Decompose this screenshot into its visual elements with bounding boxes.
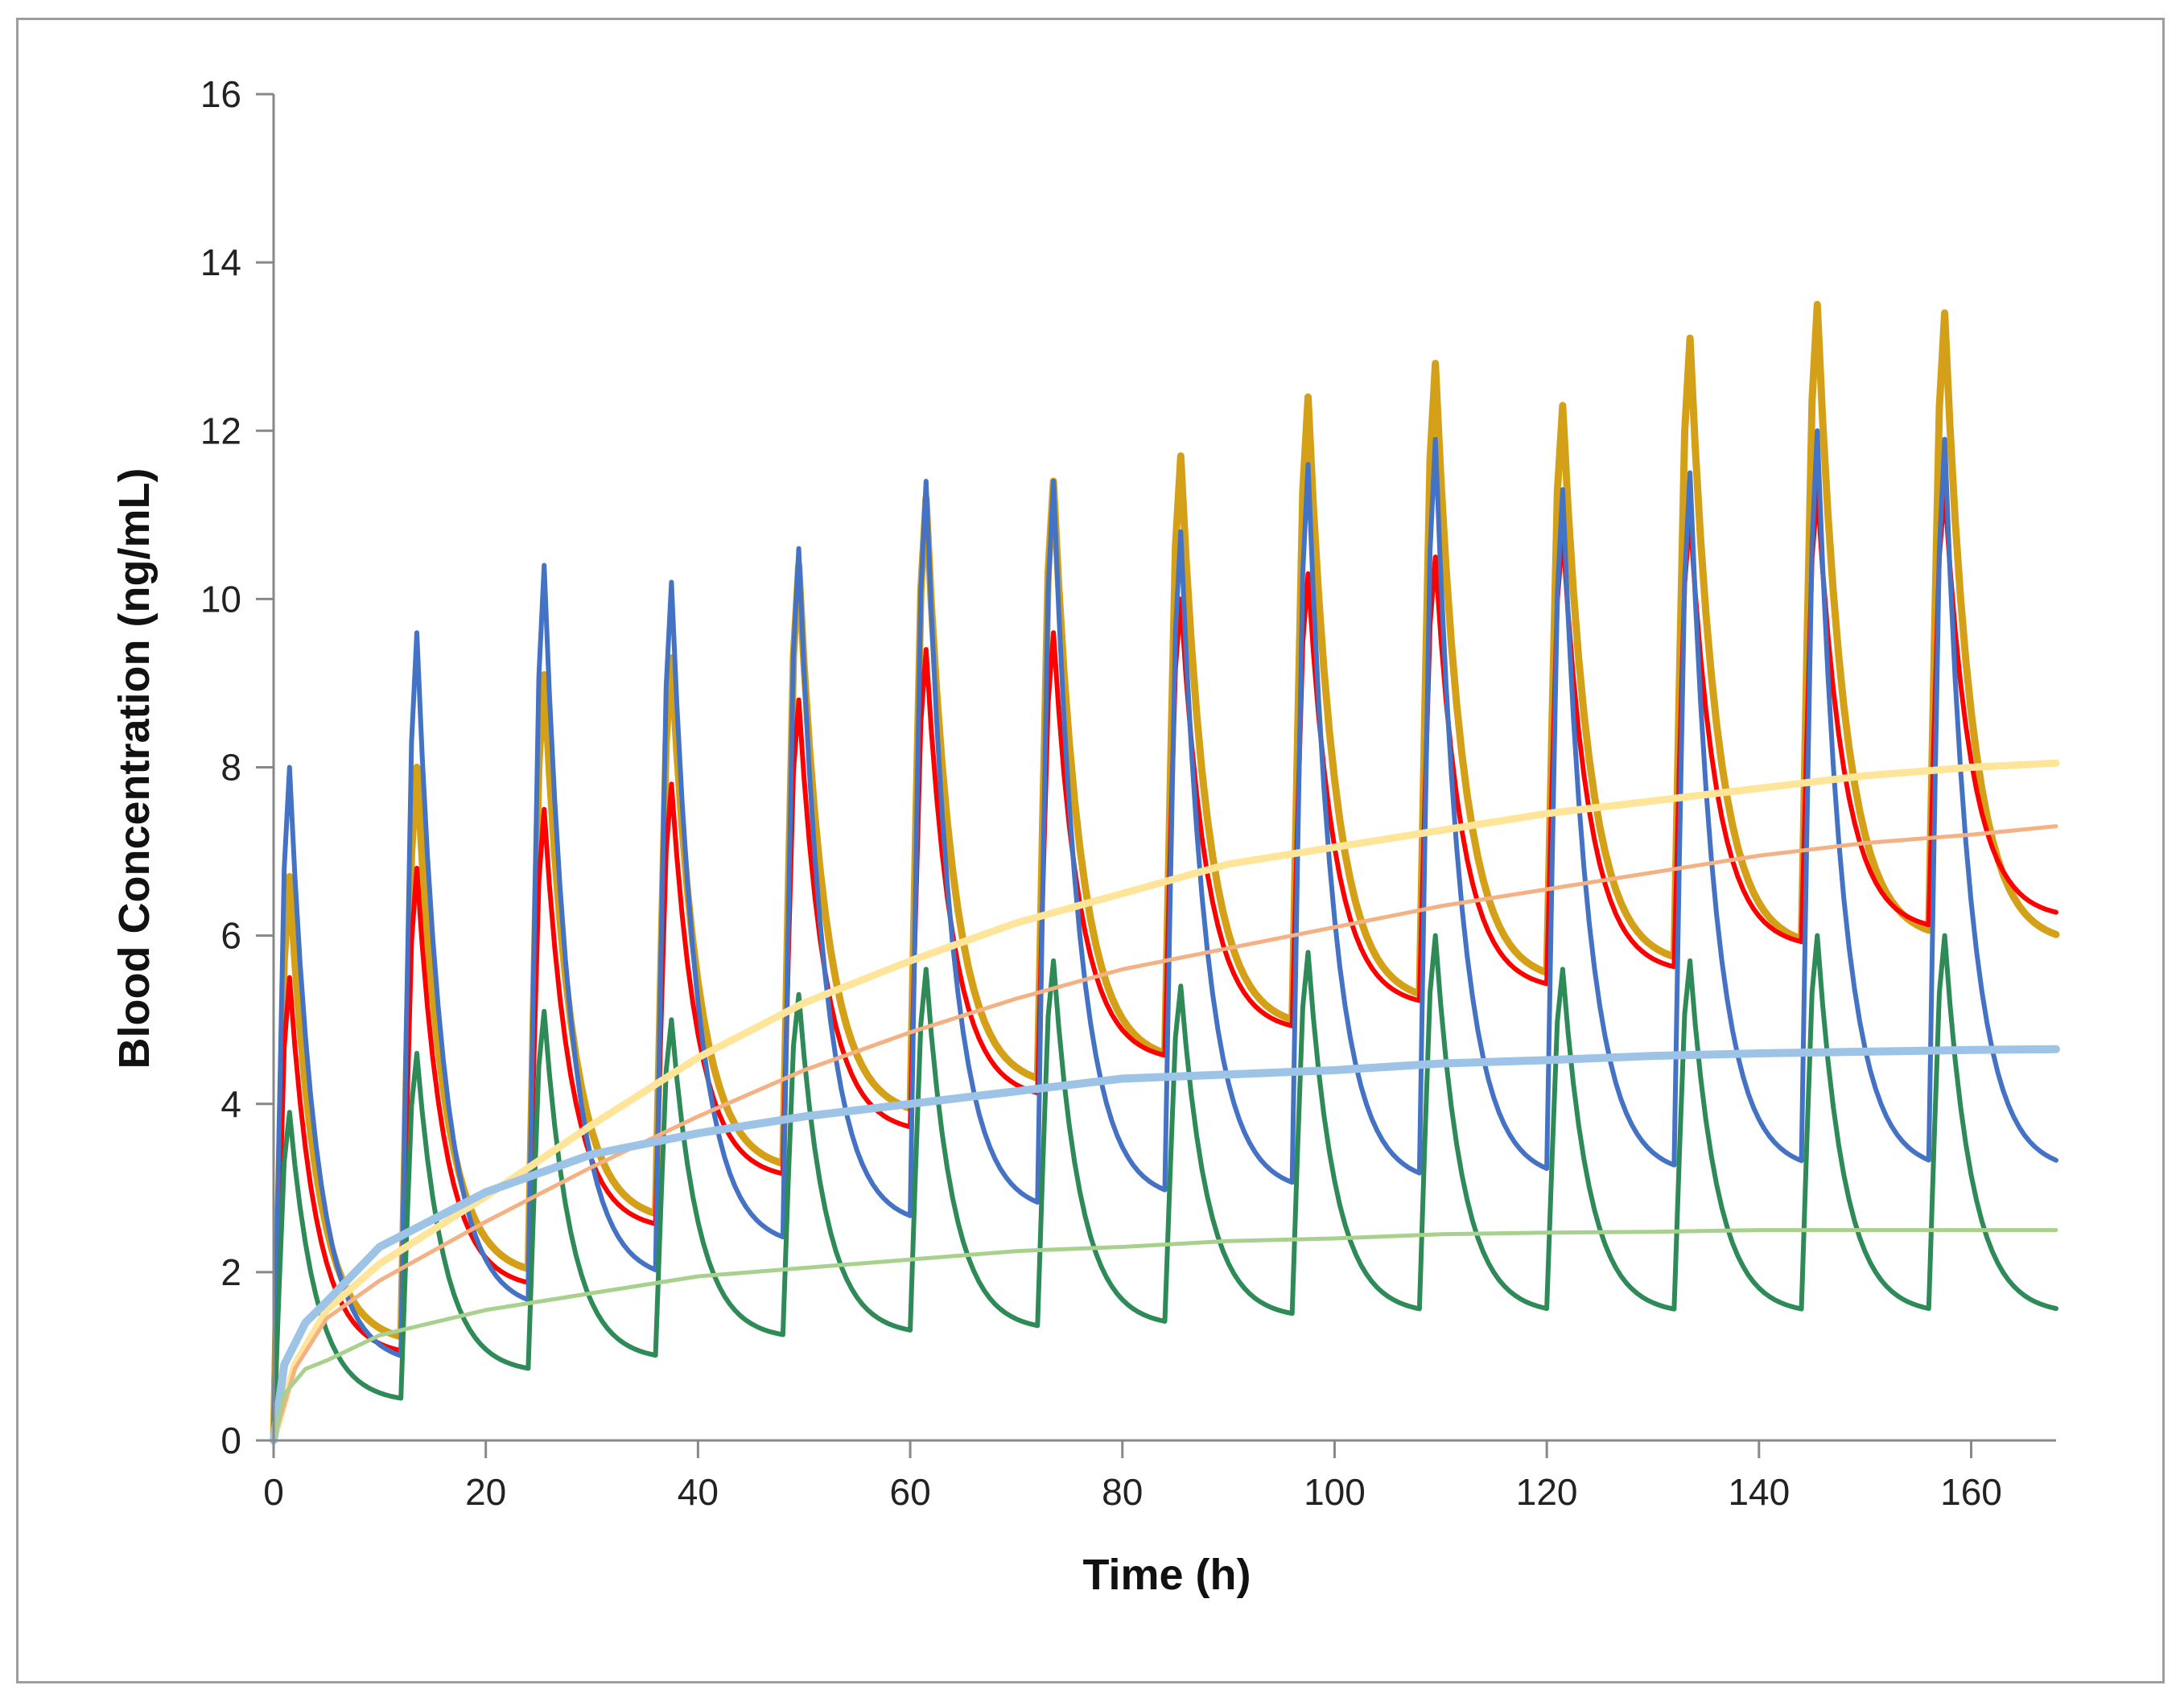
x-tick-label: 40 (678, 1471, 719, 1513)
y-tick-label: 8 (220, 747, 241, 789)
x-tick-label: 60 (889, 1471, 930, 1513)
y-tick-label: 10 (200, 578, 241, 620)
x-tick-label: 120 (1516, 1471, 1578, 1513)
x-tick-label: 0 (263, 1471, 284, 1513)
x-tick-label: 140 (1728, 1471, 1790, 1513)
y-tick-label: 16 (200, 73, 241, 115)
x-tick-label: 100 (1304, 1471, 1366, 1513)
y-tick-label: 12 (200, 410, 241, 451)
series-line-2 (271, 487, 2058, 1443)
x-axis-title: Time (h) (1082, 1551, 1251, 1599)
series-line-8 (271, 1228, 2058, 1443)
series-line-6 (271, 824, 2058, 1443)
series-line-7 (270, 1045, 2060, 1444)
y-tick-label: 14 (200, 241, 241, 283)
series-line-5 (270, 759, 2060, 1444)
series-line-4 (271, 933, 2058, 1443)
series-layer (270, 300, 2060, 1444)
y-tick-label: 0 (220, 1420, 241, 1461)
x-tick-label: 80 (1102, 1471, 1143, 1513)
y-tick-label: 6 (220, 915, 241, 957)
y-tick-label: 4 (220, 1083, 241, 1125)
y-tick-label: 2 (220, 1251, 241, 1293)
y-axis-title: Blood Concentration (ng/mL) (110, 468, 159, 1069)
x-tick-label: 20 (465, 1471, 506, 1513)
series-line-3 (271, 428, 2058, 1443)
x-tick-label: 160 (1940, 1471, 2002, 1513)
